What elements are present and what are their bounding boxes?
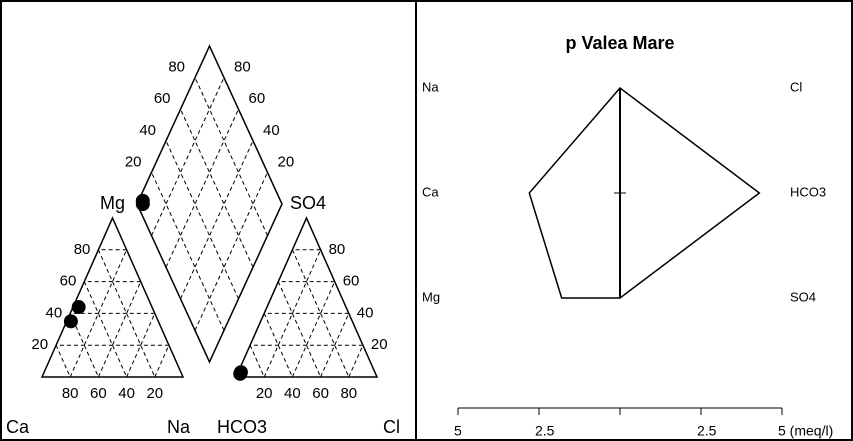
- tick-label: 40: [118, 385, 135, 402]
- grid-line: [194, 172, 268, 331]
- grid-line: [97, 249, 156, 378]
- grid-line: [277, 281, 322, 378]
- grid-line: [69, 313, 99, 378]
- tick-label: 40: [139, 122, 156, 139]
- tick-label: 60: [312, 385, 329, 402]
- cation-label: Ca: [422, 184, 439, 199]
- axis-label: SO4: [290, 193, 326, 213]
- grid-line: [348, 344, 364, 378]
- axis-label: Na: [167, 417, 191, 437]
- grid-line: [83, 281, 128, 378]
- anion-label: Cl: [790, 79, 802, 94]
- tick-label: 40: [357, 304, 374, 321]
- tick-label: 60: [154, 90, 171, 107]
- tick-label: 80: [234, 59, 251, 76]
- tick-label: 40: [46, 304, 63, 321]
- tick-label: 20: [371, 336, 388, 353]
- axis-label: Ca: [6, 417, 30, 437]
- tick-label: 20: [278, 153, 295, 170]
- anion-label: HCO3: [790, 184, 826, 199]
- grid-line: [180, 108, 254, 268]
- sample-point: [63, 314, 78, 329]
- axis-label: Cl: [383, 417, 400, 437]
- cation-label: Na: [422, 79, 439, 94]
- tick-label: 60: [90, 385, 107, 402]
- grid-line: [165, 140, 239, 300]
- x-tick-label: 5: [454, 423, 462, 439]
- tick-label: 80: [168, 59, 185, 76]
- grid-line: [151, 172, 225, 331]
- tick-label: 80: [329, 241, 346, 258]
- tick-label: 20: [256, 385, 273, 402]
- grid-line: [194, 77, 268, 236]
- grid-line: [69, 249, 128, 378]
- sample-point: [233, 365, 248, 380]
- grid-line: [320, 313, 350, 378]
- outline: [234, 216, 379, 378]
- outline: [136, 44, 283, 364]
- tick-label: 60: [249, 90, 266, 107]
- tick-label: 60: [343, 273, 360, 290]
- x-tick-label: 5 (meq/l): [778, 423, 833, 439]
- sample-point: [71, 300, 86, 315]
- stiff-polygon: [528, 86, 761, 299]
- sample-point: [135, 193, 150, 208]
- tick-label: 60: [60, 273, 77, 290]
- tick-label: 80: [62, 385, 79, 402]
- grid-line: [55, 344, 71, 378]
- tick-label: 40: [284, 385, 301, 402]
- anion-label: SO4: [790, 289, 816, 304]
- grid-line: [263, 249, 322, 378]
- grid-line: [263, 313, 293, 378]
- grid-line: [151, 77, 225, 236]
- tick-label: 20: [146, 385, 163, 402]
- tick-label: 80: [74, 241, 91, 258]
- grid-line: [165, 108, 239, 268]
- axis-label: Mg: [100, 193, 125, 213]
- chart-title: p Valea Mare: [565, 33, 674, 53]
- grid-line: [97, 281, 142, 378]
- grid-line: [249, 344, 265, 378]
- outline: [40, 216, 185, 378]
- tick-label: 20: [125, 153, 142, 170]
- tick-label: 20: [31, 336, 48, 353]
- x-tick-label: 2.5: [697, 423, 717, 439]
- grid-line: [180, 140, 254, 300]
- grid-line: [291, 249, 350, 378]
- tick-label: 40: [263, 122, 280, 139]
- tick-label: 80: [340, 385, 357, 402]
- x-tick-label: 2.5: [535, 423, 555, 439]
- axis-label: HCO3: [217, 417, 267, 437]
- grid-line: [291, 281, 336, 378]
- grid-line: [154, 344, 170, 378]
- grid-line: [126, 313, 156, 378]
- cation-label: Mg: [422, 289, 440, 304]
